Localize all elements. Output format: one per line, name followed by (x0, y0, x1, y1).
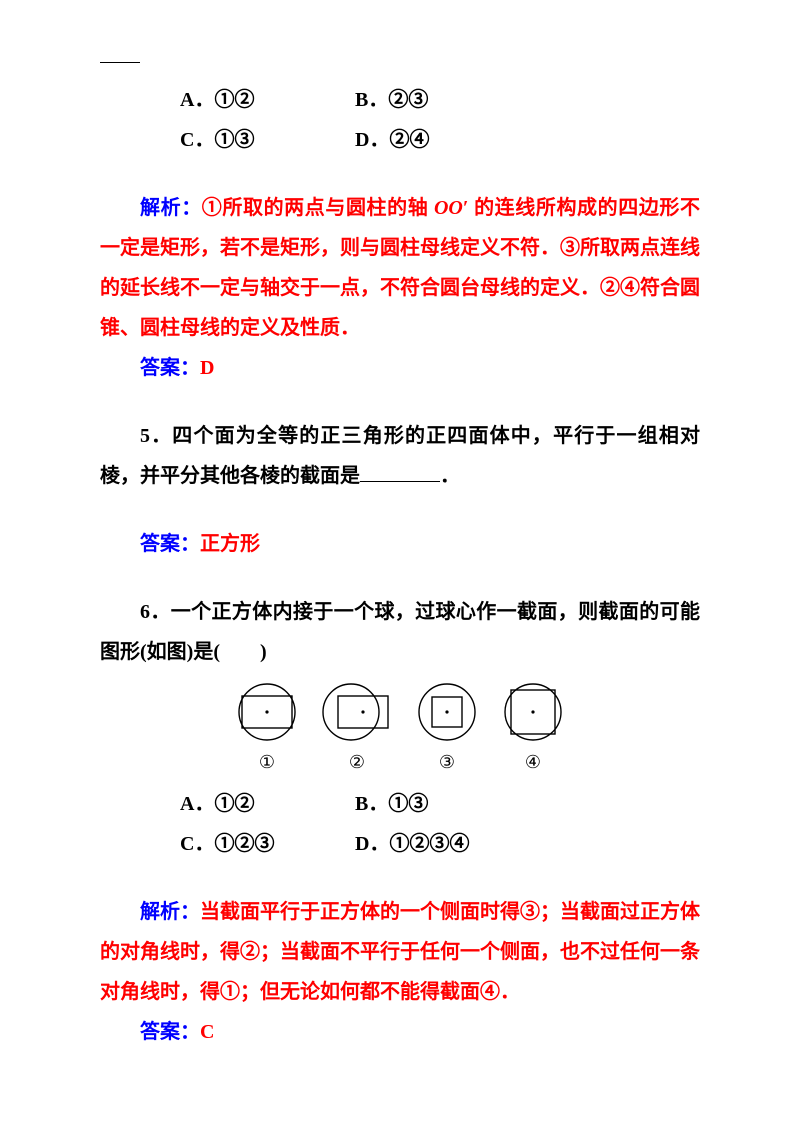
q6-option-c: C．①②③ (140, 824, 310, 864)
analysis-label: 解析： (140, 901, 200, 923)
figure-caption: ④ (525, 744, 541, 780)
q5-stem: 5．四个面为全等的正三角形的正四面体中，平行于一组相对棱，并平分其他各棱的截面是… (100, 416, 700, 496)
figure-item-3: ③ (415, 682, 479, 780)
q4-answer: 答案：D (100, 348, 700, 388)
figure-item-1: ① (235, 682, 299, 780)
q4-option-d: D．②④ (315, 120, 429, 160)
q4-analysis: 解析：①所取的两点与圆柱的轴 OO′ 的连线所构成的四边形不一定是矩形，若不是矩… (100, 188, 700, 348)
q4-option-b: B．②③ (315, 80, 428, 120)
q6-option-b: B．①③ (315, 784, 428, 824)
circle-small-square-icon (415, 682, 479, 742)
q4-options-row1: A．①② B．②③ (100, 80, 700, 120)
q6-figure: ① ② ③ ④ (100, 682, 700, 780)
fill-blank (360, 461, 440, 482)
header-rule (100, 62, 140, 63)
spacer (100, 864, 700, 892)
q5-answer: 答案：正方形 (100, 524, 700, 564)
q6-options-row2: C．①②③ D．①②③④ (100, 824, 700, 864)
figure-item-4: ④ (501, 682, 565, 780)
q6-analysis: 解析：当截面平行于正方体的一个侧面时得③；当截面过正方体的对角线时，得②；当截面… (100, 892, 700, 1012)
q6-option-a: A．①② (140, 784, 310, 824)
answer-value: C (200, 1021, 214, 1043)
spacer (100, 564, 700, 592)
q6-options-row1: A．①② B．①③ (100, 784, 700, 824)
spacer (100, 388, 700, 416)
answer-label: 答案： (140, 533, 200, 555)
spacer (100, 496, 700, 524)
spacer (100, 160, 700, 188)
q4-option-c: C．①③ (140, 120, 310, 160)
figure-caption: ① (259, 744, 275, 780)
q5-stem-suffix: ． (440, 465, 460, 487)
page: A．①② B．②③ C．①③ D．②④ 解析：①所取的两点与圆柱的轴 OO′ 的… (0, 0, 800, 1132)
circle-rect-icon (235, 682, 299, 742)
analysis-label: 解析： (140, 197, 202, 219)
q6-answer: 答案：C (100, 1012, 700, 1052)
q4-option-a: A．①② (140, 80, 310, 120)
figure-caption: ② (349, 744, 365, 780)
circle-rect-offset-icon (321, 682, 393, 742)
q4-options-row2: C．①③ D．②④ (100, 120, 700, 160)
answer-value: 正方形 (200, 533, 260, 555)
circle-big-square-icon (501, 682, 565, 742)
answer-value: D (200, 357, 214, 379)
q6-option-d: D．①②③④ (315, 824, 469, 864)
figure-caption: ③ (439, 744, 455, 780)
figure-item-2: ② (321, 682, 393, 780)
q6-stem: 6．一个正方体内接于一个球，过球心作一截面，则截面的可能图形(如图)是( ) (100, 592, 700, 672)
answer-label: 答案： (140, 357, 200, 379)
answer-label: 答案： (140, 1021, 200, 1043)
